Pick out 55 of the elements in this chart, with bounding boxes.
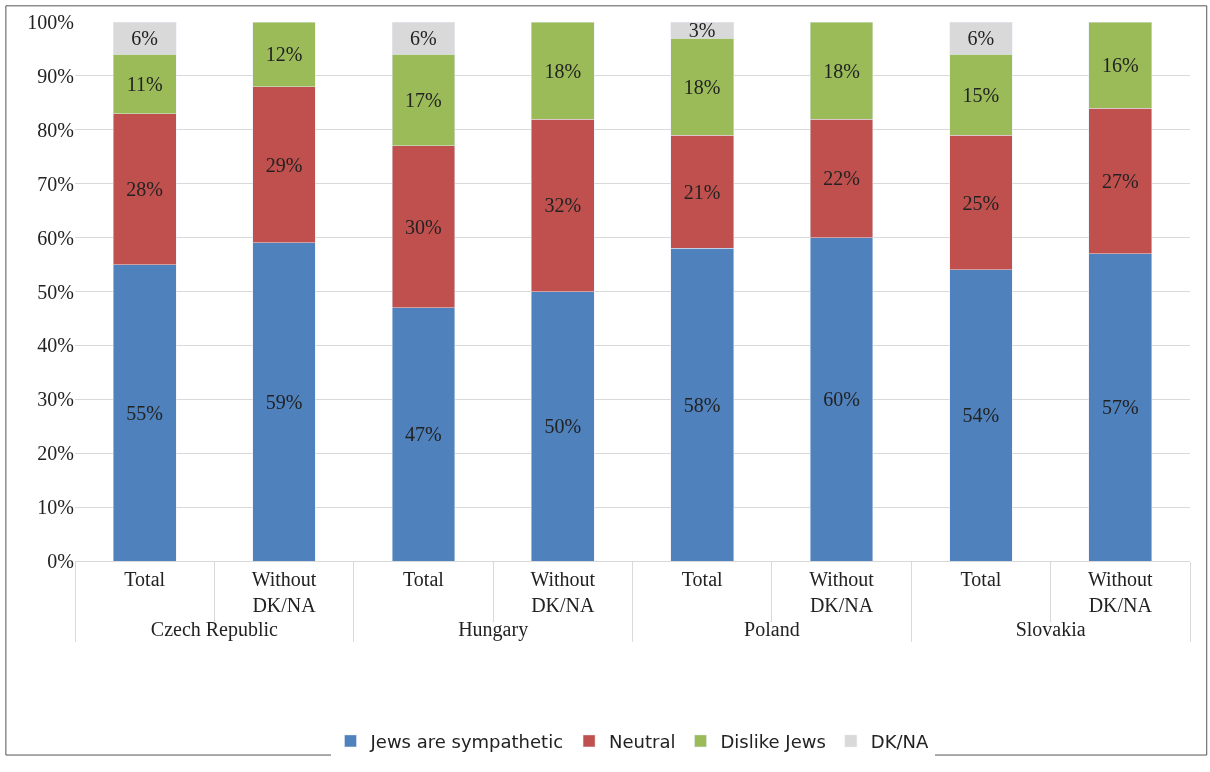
x-tick-label: Total bbox=[681, 568, 724, 590]
y-tick-label: 10% bbox=[37, 496, 74, 519]
data-label: 6% bbox=[967, 27, 995, 50]
data-label: 60% bbox=[823, 388, 860, 411]
y-tick-label: 90% bbox=[37, 64, 74, 87]
text: Poland bbox=[744, 618, 800, 640]
data-label: 18% bbox=[823, 59, 860, 82]
data-label: 55% bbox=[126, 401, 164, 424]
data-label: 30% bbox=[405, 215, 442, 238]
y-tick-label: 100% bbox=[27, 11, 74, 33]
data-label: 57% bbox=[1101, 396, 1139, 419]
x-tick-label: Total bbox=[960, 568, 1002, 590]
text: Hungary bbox=[458, 618, 529, 641]
data-label: 21% bbox=[683, 180, 721, 203]
y-tick-label: 30% bbox=[37, 388, 74, 411]
legend-label: DK/NA bbox=[870, 730, 930, 752]
y-tick-label: 0% bbox=[47, 550, 74, 572]
y-tick-label: 60% bbox=[37, 226, 74, 249]
x-tick-label: Without DK/NA bbox=[1087, 568, 1154, 616]
y-tick-label: 50% bbox=[37, 280, 74, 303]
data-label: 16% bbox=[1101, 54, 1139, 77]
data-label: 12% bbox=[265, 43, 303, 66]
legend-label: Neutral bbox=[609, 730, 676, 752]
x-tick-label: Without DK/NA bbox=[530, 568, 596, 616]
data-label: 29% bbox=[265, 153, 303, 176]
legend-label: Dislike Jews bbox=[720, 730, 826, 752]
data-label: 50% bbox=[544, 415, 582, 438]
data-label: 47% bbox=[405, 423, 442, 446]
y-tick-label: 80% bbox=[37, 118, 74, 141]
data-label: 17% bbox=[405, 89, 442, 112]
y-tick-label: 40% bbox=[37, 334, 74, 357]
x-tick-label: Without DK/NA bbox=[251, 568, 317, 616]
x-tick-label: Without DK/NA bbox=[809, 568, 875, 616]
data-label: 3% bbox=[688, 19, 716, 42]
data-label: 18% bbox=[683, 75, 721, 98]
y-tick-label: 70% bbox=[37, 172, 74, 195]
data-label: 54% bbox=[962, 404, 1000, 427]
data-label: 58% bbox=[683, 393, 721, 416]
data-label: 6% bbox=[131, 27, 159, 50]
text: Slovakia bbox=[1015, 618, 1086, 640]
x-tick-label: Total bbox=[124, 568, 166, 590]
y-tick-label: 20% bbox=[37, 442, 74, 465]
data-label: 59% bbox=[265, 390, 303, 413]
data-label: 32% bbox=[544, 194, 582, 217]
text: Czech Republic bbox=[150, 618, 279, 641]
data-label: 27% bbox=[1101, 170, 1139, 193]
data-label: 28% bbox=[126, 178, 164, 201]
data-label: 18% bbox=[544, 59, 582, 82]
data-label: 11% bbox=[126, 72, 163, 95]
x-tick-label: Total bbox=[403, 568, 445, 590]
data-label: 15% bbox=[962, 83, 1000, 106]
data-label: 22% bbox=[823, 167, 860, 190]
data-label: 6% bbox=[410, 27, 437, 50]
legend-label: Jews are sympathetic bbox=[369, 730, 564, 752]
data-label: 25% bbox=[962, 191, 1000, 214]
